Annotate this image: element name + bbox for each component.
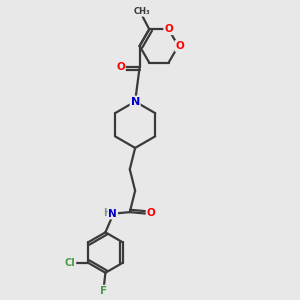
Text: H: H bbox=[103, 208, 112, 218]
Text: N: N bbox=[109, 208, 117, 219]
Text: O: O bbox=[164, 24, 173, 34]
Text: N: N bbox=[130, 97, 140, 106]
Text: CH₃: CH₃ bbox=[134, 7, 150, 16]
Text: O: O bbox=[146, 208, 155, 218]
Text: O: O bbox=[175, 41, 184, 51]
Text: F: F bbox=[100, 286, 107, 296]
Text: O: O bbox=[116, 62, 125, 72]
Text: Cl: Cl bbox=[65, 258, 76, 268]
